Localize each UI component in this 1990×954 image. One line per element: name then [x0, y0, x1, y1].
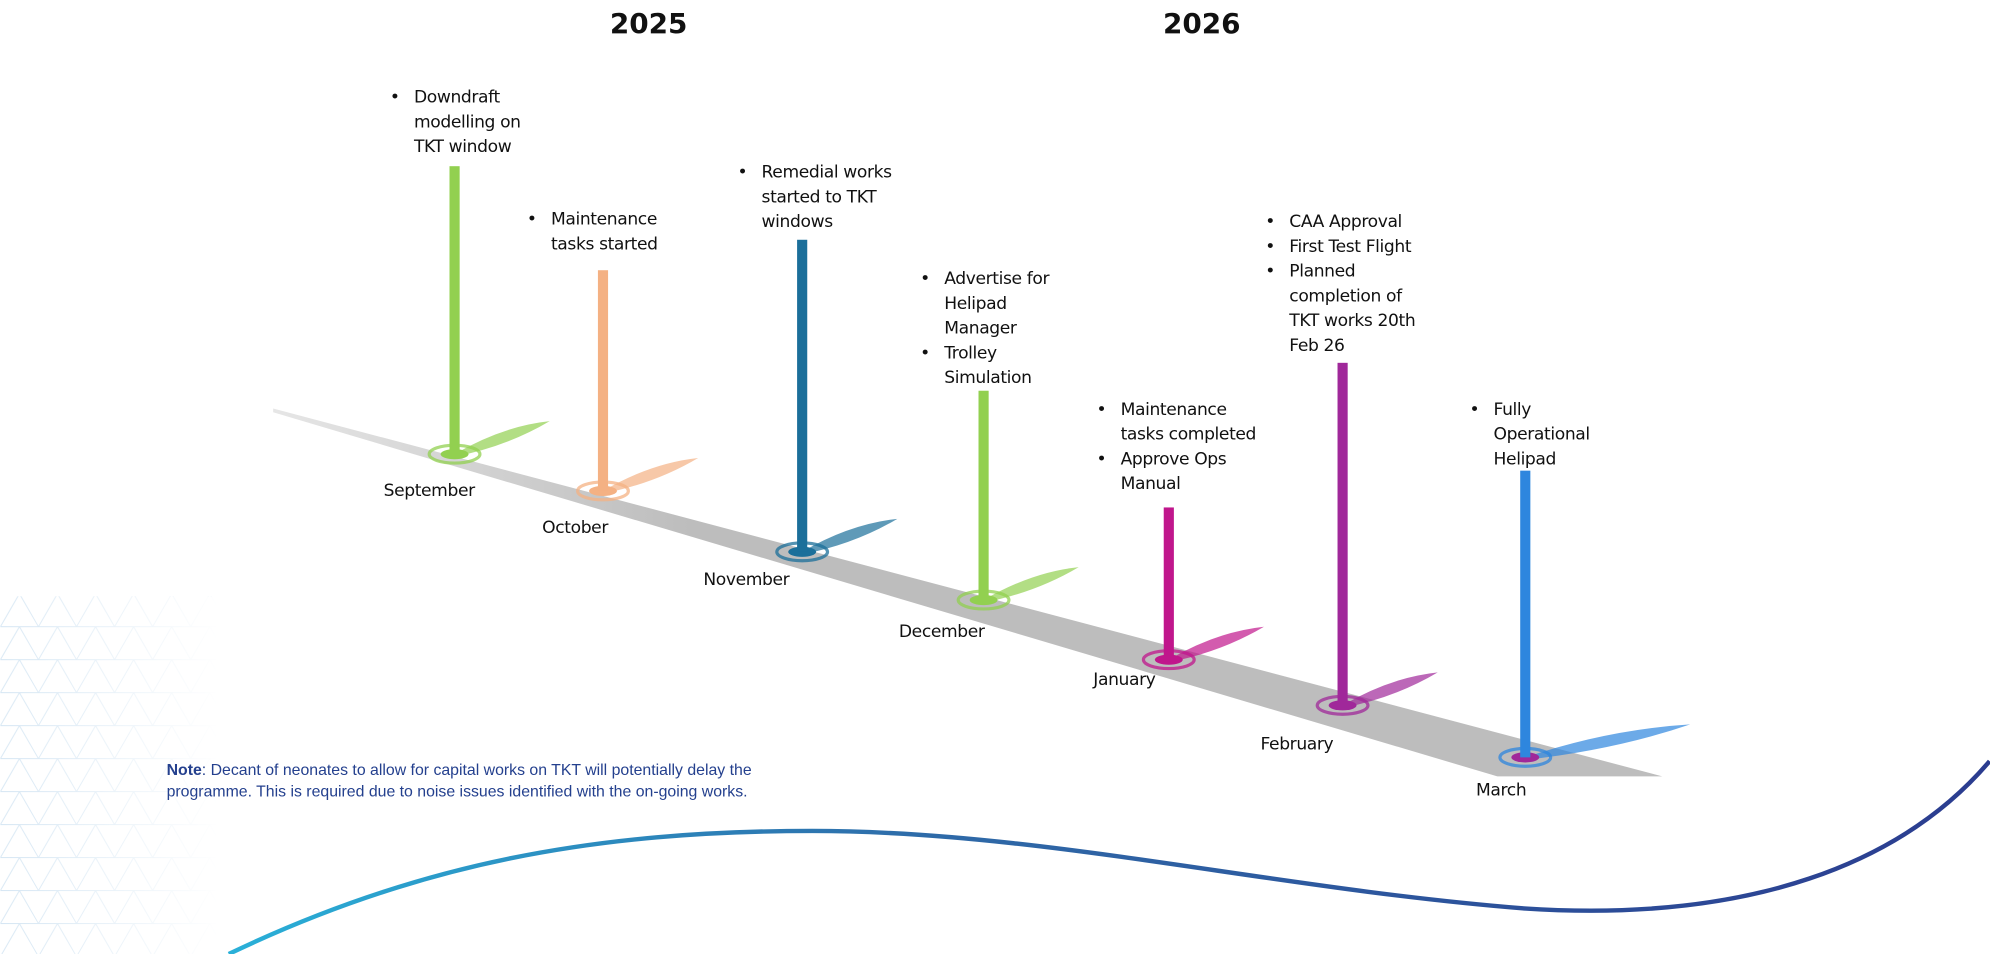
- milestone-text: Maintenance: [551, 210, 657, 230]
- milestone: September • Downdraft modelling on TKT windo…: [384, 88, 550, 501]
- milestone-text: modelling on: [414, 112, 521, 132]
- milestone-pole: [597, 270, 609, 491]
- pattern-fade: [0, 596, 219, 954]
- milestone-text: Simulation: [944, 368, 1031, 388]
- milestone-text: Remedial works: [762, 163, 893, 183]
- year: 2025: [610, 7, 688, 40]
- milestone-text: Advertise for: [944, 269, 1050, 289]
- milestone-text: Manual: [1121, 474, 1181, 494]
- milestone-text: Operational: [1494, 425, 1590, 445]
- milestone: January • Maintenance tasks completed • Appro…: [1092, 400, 1264, 690]
- milestone: October • Maintenance tasks started: [527, 210, 699, 538]
- milestone-leaf: [454, 421, 550, 457]
- milestone-pole: [1520, 470, 1531, 758]
- month-label: March: [1476, 780, 1526, 800]
- milestone-pole: [449, 166, 460, 455]
- month-label: January: [1092, 670, 1155, 690]
- year: 2026: [1163, 7, 1241, 40]
- milestone: February • CAA Approval • First Test Flight •…: [1261, 212, 1438, 755]
- bullet: •: [390, 88, 400, 108]
- bullet: •: [527, 210, 537, 230]
- milestone-text: Manager: [944, 319, 1018, 339]
- month-label: October: [542, 518, 609, 538]
- milestone-text: Feb 26: [1289, 336, 1344, 356]
- milestone-text: tasks completed: [1121, 425, 1256, 445]
- milestone-text: Planned: [1289, 262, 1355, 282]
- milestone-leaf: [1342, 672, 1438, 708]
- wave: [227, 759, 1990, 954]
- bullet: •: [1469, 400, 1479, 420]
- bullet: •: [1265, 237, 1275, 257]
- milestone-text: First Test Flight: [1289, 237, 1412, 257]
- milestone-pole: [1337, 362, 1348, 706]
- bullet: •: [1096, 449, 1106, 469]
- note: Note: Decant of neonates to allow for ca…: [167, 762, 752, 779]
- milestone-text: CAA Approval: [1289, 212, 1402, 232]
- month-label: December: [899, 622, 986, 642]
- month-label: February: [1261, 735, 1334, 755]
- milestone-text: TKT window: [413, 137, 512, 157]
- milestone-text: Downdraft: [414, 88, 501, 108]
- milestone-leaf: [1525, 724, 1691, 760]
- timeline-road: [273, 408, 1663, 777]
- bullet: •: [920, 343, 930, 363]
- milestone-text: tasks started: [551, 234, 658, 254]
- milestone-pole: [1163, 507, 1174, 660]
- milestone-text: Helipad: [1494, 449, 1556, 469]
- milestone-pole: [978, 390, 989, 601]
- bullet: •: [737, 163, 747, 183]
- milestone-pole: [797, 239, 808, 552]
- milestone-text: Approve Ops: [1121, 449, 1227, 469]
- bullet: •: [1265, 262, 1275, 282]
- milestone: November • Remedial works started to TKT win…: [703, 163, 898, 590]
- milestone-text: TKT works 20th: [1288, 311, 1415, 331]
- milestone-leaf: [983, 567, 1079, 603]
- milestone-text: Maintenance: [1121, 400, 1227, 420]
- milestone-text: windows: [762, 212, 834, 232]
- note-text: : Decant of neonates to allow for capita…: [202, 762, 752, 779]
- milestone-leaf: [602, 457, 699, 494]
- milestone: March • Fully Operational Helipad: [1469, 400, 1691, 800]
- bullet: •: [920, 269, 930, 289]
- milestone-text: Helipad: [944, 294, 1006, 314]
- milestone-text: started to TKT: [762, 187, 878, 207]
- milestone-text: completion of: [1289, 286, 1403, 306]
- note-label: Note: [167, 762, 202, 779]
- milestone-text: Fully: [1494, 400, 1532, 420]
- month-label: November: [703, 570, 790, 590]
- milestone-text: Trolley: [943, 343, 997, 363]
- month-label: September: [384, 481, 476, 501]
- note-text: programme. This is required due to noise…: [167, 784, 748, 801]
- milestone: December • Advertise for Helipad Manager • Tro…: [899, 269, 1079, 642]
- bullet: •: [1096, 400, 1106, 420]
- bullet: •: [1265, 212, 1275, 232]
- milestone-leaf: [1168, 626, 1264, 663]
- milestone-leaf: [802, 518, 898, 555]
